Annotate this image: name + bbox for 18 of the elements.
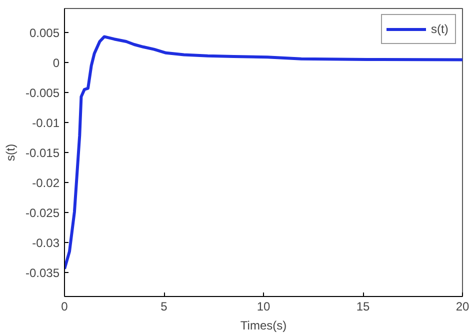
- y-tick-label: -0.02: [32, 176, 60, 190]
- y-tick-label: 0: [52, 56, 60, 70]
- x-tick-label: 0: [61, 300, 68, 314]
- y-tick-label: -0.005: [25, 86, 60, 100]
- legend-label: s(t): [431, 22, 450, 36]
- x-tick-label: 20: [456, 300, 470, 314]
- x-tick-label: 10: [256, 300, 270, 314]
- line-series: [64, 35, 462, 270]
- x-tick-label: 15: [356, 300, 370, 314]
- y-tick-label: -0.025: [25, 206, 60, 220]
- y-tick-label: -0.01: [32, 116, 60, 130]
- x-axis-title: Times(s): [240, 318, 287, 332]
- y-tick-label: -0.035: [25, 266, 60, 280]
- y-tick-label: -0.015: [25, 146, 60, 160]
- y-tick-label: 0.005: [29, 26, 60, 40]
- x-tick-label: 5: [160, 300, 168, 314]
- y-tick-label: -0.03: [32, 236, 60, 250]
- y-axis-title: s(t): [3, 144, 18, 162]
